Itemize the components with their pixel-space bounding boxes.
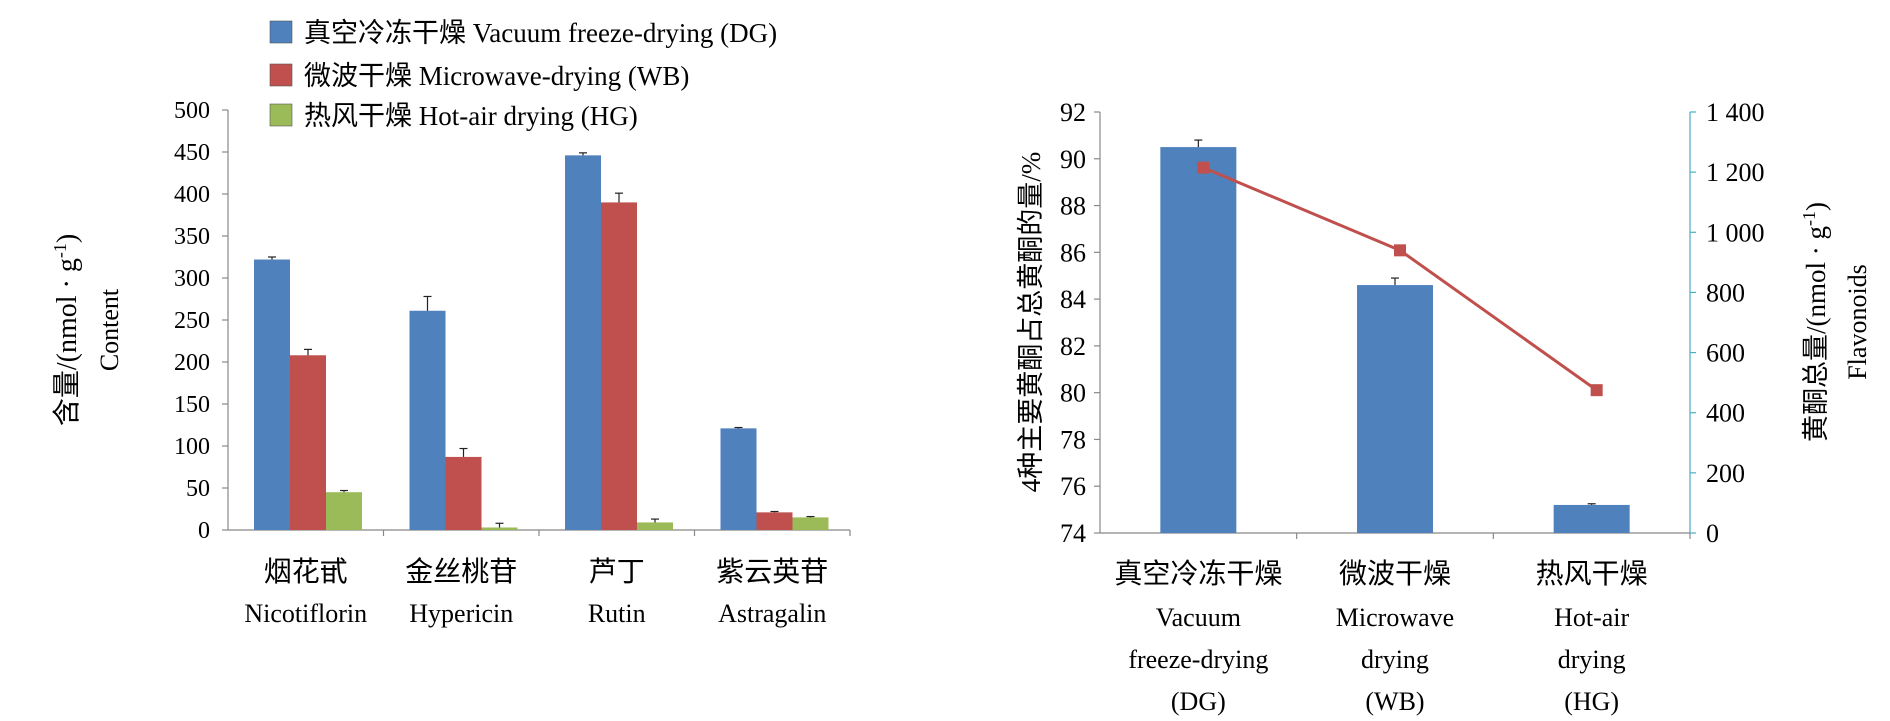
right-chart-right-y-tick-label: 400 <box>1706 399 1745 428</box>
bar-hg <box>637 522 673 530</box>
bar-flavonoid-share <box>1160 147 1237 534</box>
x-category-label-en: Astragalin <box>718 599 826 628</box>
legend-swatch-dg <box>269 20 293 44</box>
right-chart-left-y-tick-label: 82 <box>1060 332 1086 361</box>
legend-swatch-hg <box>269 103 293 127</box>
bar-wb <box>601 202 637 530</box>
right-chart-right-y-axis-label-cn: 黄酮总量/(nmol · g-1) <box>1799 202 1831 442</box>
x-category-label-en: Vacuum <box>1156 603 1241 632</box>
left-y-tick-label: 250 <box>174 308 210 334</box>
bar-wb <box>445 456 482 530</box>
x-category-label-en: drying <box>1558 645 1626 674</box>
bar-dg <box>565 155 601 531</box>
right-chart-left-y-tick-label: 84 <box>1060 285 1086 314</box>
legend-label-wb: 微波干燥 Microwave-drying (WB) <box>304 61 689 91</box>
x-category-label-cn: 紫云英苷 <box>716 556 828 588</box>
x-category-label-cn: 金丝桃苷 <box>405 556 517 588</box>
bar-dg <box>409 310 446 530</box>
x-category-label-en: Hypericin <box>409 599 513 628</box>
left-y-axis-label-en: Content <box>95 288 124 371</box>
left-chart-content-by-compound: 0 50 100 150 200 250 300 350 400 450 500 烟花甙 Nicotif… <box>50 18 851 628</box>
x-category-label-en: (DG) <box>1171 687 1226 716</box>
left-y-tick-label: 100 <box>174 434 210 460</box>
right-chart-left-y-tick-label: 90 <box>1060 145 1086 174</box>
x-category-label-en: Microwave <box>1336 603 1454 632</box>
right-chart-right-y-tick-label: 600 <box>1706 339 1745 368</box>
x-category-label-cn: 芦丁 <box>589 556 645 588</box>
bar-dg <box>720 428 757 530</box>
line-point-total-flavonoids <box>1590 384 1603 397</box>
x-category-label-cn: 真空冷冻干燥 <box>1114 558 1282 590</box>
right-chart-left-y-tick-label: 92 <box>1060 98 1086 127</box>
x-category-label-en: (HG) <box>1564 687 1619 716</box>
right-chart-left-y-tick-label: 80 <box>1060 379 1086 408</box>
bar-wb <box>756 512 793 530</box>
left-y-axis-label-cn: 含量/(nmol · g-1) <box>50 234 83 426</box>
legend-label-dg: 真空冷冻干燥 Vacuum freeze-drying (DG) <box>304 18 777 48</box>
right-chart-right-y-tick-label: 0 <box>1706 519 1719 548</box>
left-y-tick-label: 50 <box>186 476 210 502</box>
bar-flavonoid-share <box>1553 504 1630 533</box>
bar-flavonoid-share <box>1357 285 1433 533</box>
bar-dg <box>254 259 290 530</box>
right-chart-right-y-tick-label: 200 <box>1706 459 1745 488</box>
x-category-label-cn: 热风干燥 <box>1536 558 1648 590</box>
left-y-tick-label: 0 <box>198 518 210 544</box>
left-y-tick-label: 300 <box>174 266 210 292</box>
legend-swatch-wb <box>269 63 293 87</box>
x-category-label-en: (WB) <box>1365 687 1424 716</box>
left-y-tick-label: 400 <box>174 182 210 208</box>
right-chart-left-y-tick-label: 74 <box>1060 519 1086 548</box>
x-category-label-en: Rutin <box>588 599 646 628</box>
left-y-tick-label: 450 <box>174 140 210 166</box>
right-chart-right-y-axis-label-en: Flavonoids <box>1843 264 1872 380</box>
x-category-label-en: drying <box>1361 645 1429 674</box>
left-y-tick-label: 200 <box>174 350 210 376</box>
right-chart-right-y-tick-label: 1 400 <box>1706 98 1765 127</box>
legend-label-hg: 热风干燥 Hot-air drying (HG) <box>304 101 638 131</box>
left-y-tick-label: 350 <box>174 224 210 250</box>
bar-wb <box>290 355 326 530</box>
right-chart-flavonoid-share: 74 76 78 80 82 84 86 88 90 92 0 200 400 600 800 1 000 1 … <box>1016 98 1872 716</box>
bar-hg <box>792 517 829 530</box>
left-y-tick-label: 150 <box>174 392 210 418</box>
right-chart-left-y-axis-label: 4种主要黄酮占总黄酮的量/% <box>1016 152 1046 493</box>
left-y-tick-label: 500 <box>174 98 210 124</box>
right-chart-right-y-tick-label: 800 <box>1706 278 1745 307</box>
line-point-total-flavonoids <box>1197 161 1210 174</box>
right-chart-left-y-tick-label: 86 <box>1060 238 1086 267</box>
right-chart-right-y-tick-label: 1 200 <box>1706 158 1765 187</box>
right-chart-left-y-tick-label: 88 <box>1060 192 1086 221</box>
x-category-label-cn: 微波干燥 <box>1339 558 1451 590</box>
x-category-label-en: Hot-air <box>1554 603 1629 632</box>
x-category-label-en: Nicotiflorin <box>244 599 367 628</box>
line-point-total-flavonoids <box>1394 244 1406 257</box>
bar-hg <box>481 527 518 530</box>
x-category-label-cn: 烟花甙 <box>264 556 348 588</box>
right-chart-left-y-tick-label: 78 <box>1060 425 1086 454</box>
bar-hg <box>326 492 362 530</box>
right-chart-right-y-tick-label: 1 000 <box>1706 218 1765 247</box>
right-chart-left-y-tick-label: 76 <box>1060 472 1086 501</box>
x-category-label-en: freeze-drying <box>1128 645 1268 674</box>
